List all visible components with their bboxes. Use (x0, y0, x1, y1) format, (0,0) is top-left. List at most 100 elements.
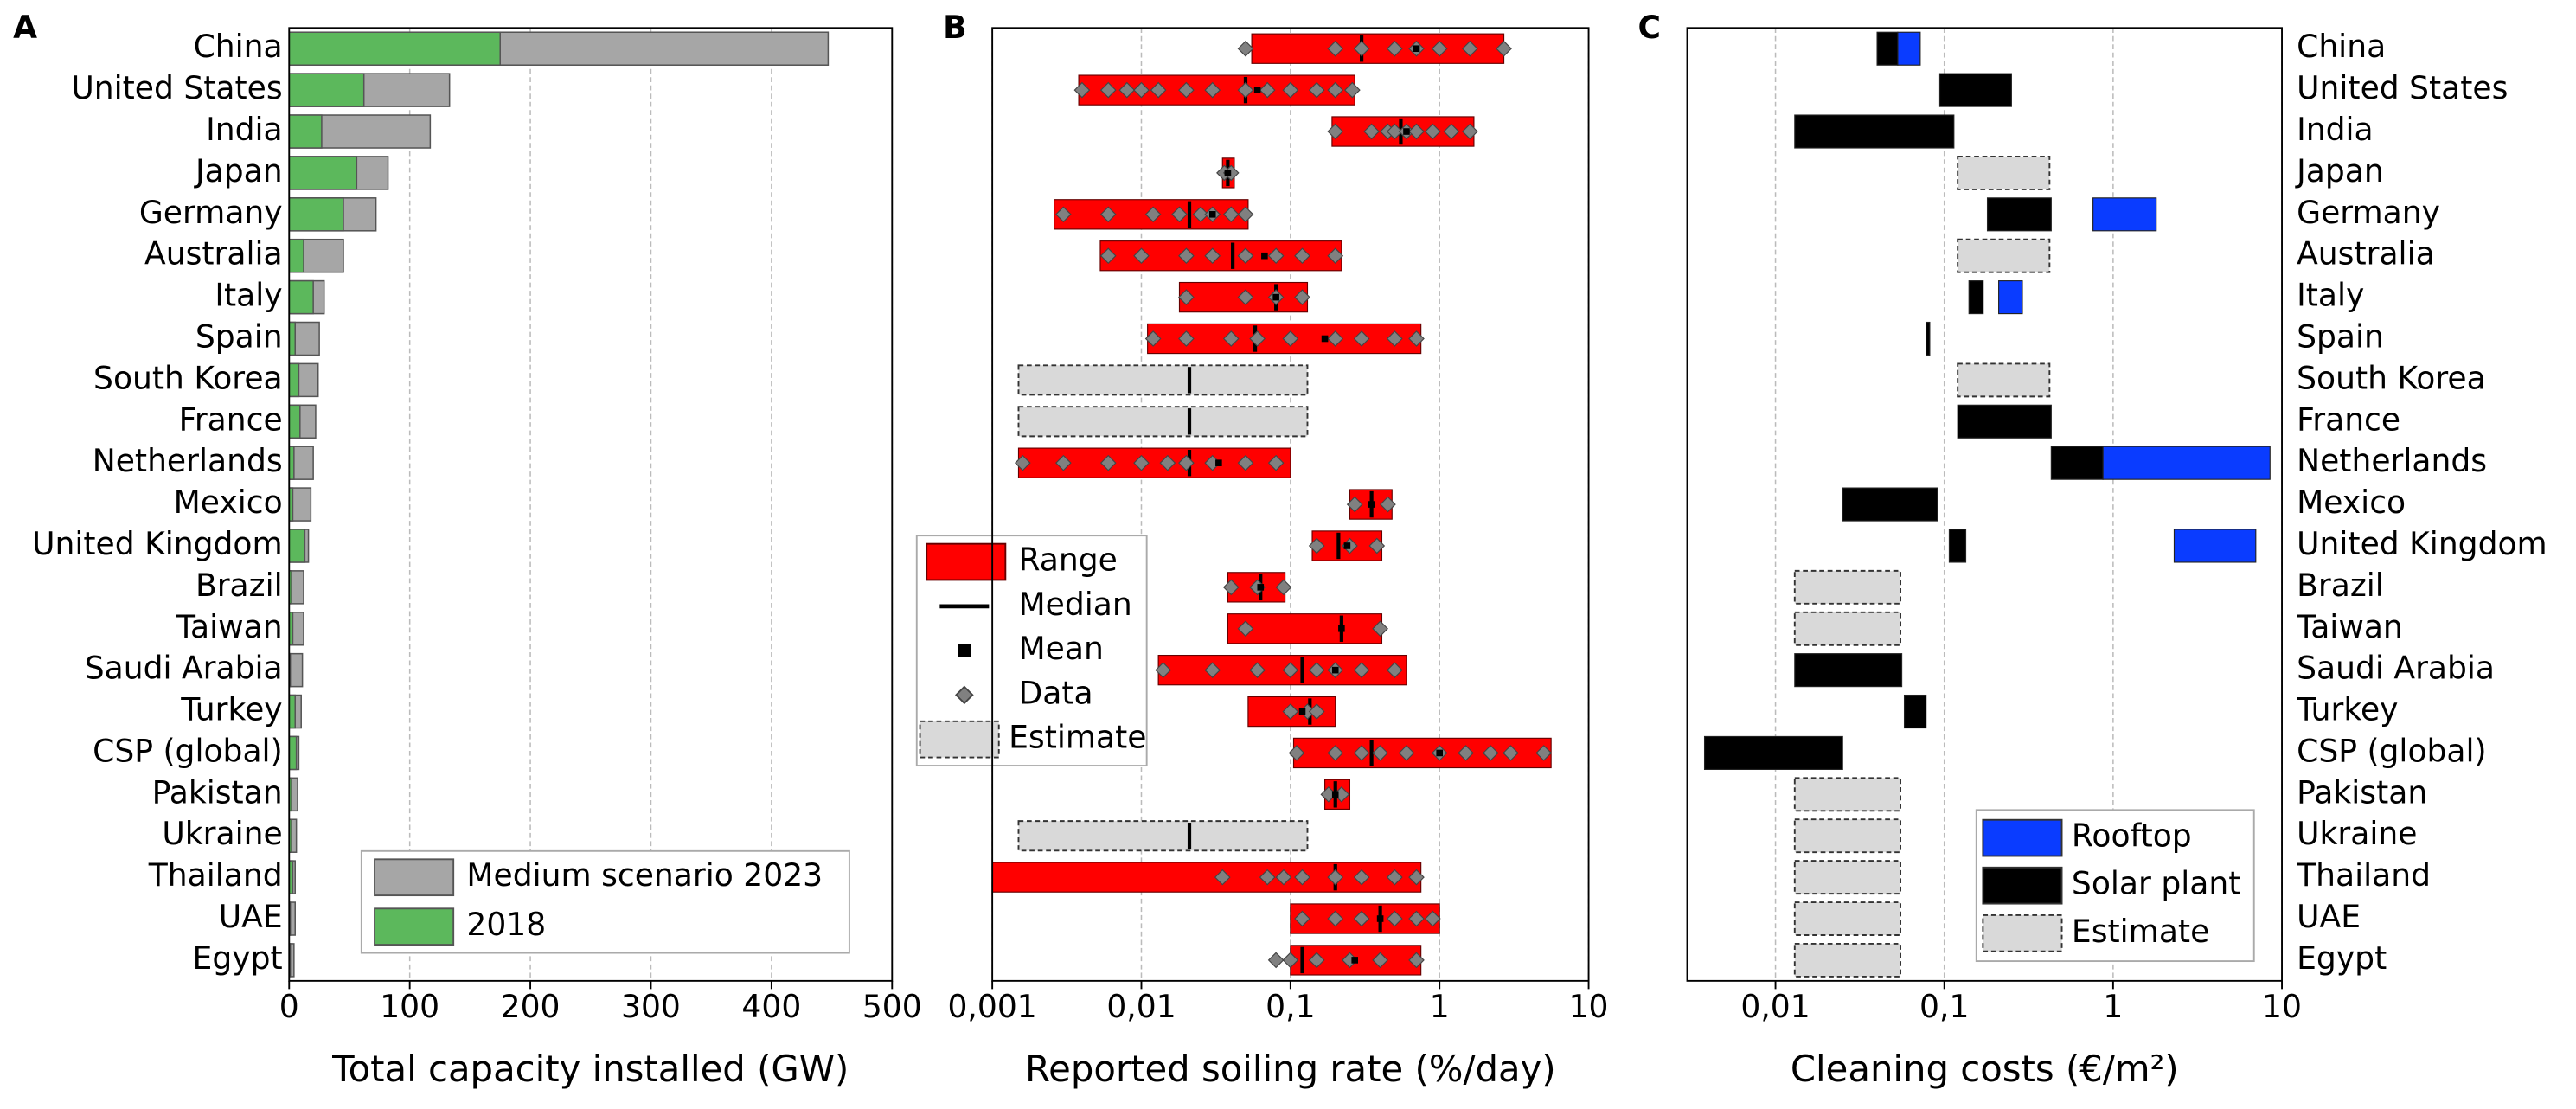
legend-label: Range (1019, 542, 1118, 579)
data-point (1171, 206, 1188, 223)
data-point (1133, 247, 1150, 265)
category-label: United States (71, 70, 282, 106)
data-point (1204, 247, 1221, 265)
legend-label: Estimate (2072, 913, 2209, 950)
data-point (1372, 620, 1388, 638)
data-point (1282, 330, 1299, 347)
data-point (1282, 662, 1299, 679)
data-point (1462, 123, 1478, 140)
mean (1351, 957, 1358, 964)
data-point (1327, 869, 1344, 886)
data-point (1144, 330, 1162, 347)
data-point (1275, 579, 1292, 596)
estimate-range (1017, 364, 1309, 396)
cost-bar (1793, 901, 1901, 936)
mean (1376, 915, 1384, 922)
legend-swatch (958, 644, 971, 657)
bar (288, 362, 300, 398)
data-point (1353, 869, 1370, 886)
x-tick-label: 0,001 (947, 989, 1036, 1025)
category-label: CSP (global) (93, 733, 282, 769)
legend-label: Estimate (1009, 720, 1146, 756)
legend-label: Rooftop (2072, 818, 2192, 855)
data-point (1275, 869, 1292, 886)
bar (288, 652, 304, 688)
data-point (1363, 123, 1380, 140)
category-label: India (2297, 112, 2374, 148)
data-point (1353, 662, 1370, 679)
data-point (1267, 454, 1285, 471)
data-point (1386, 869, 1403, 886)
bar (288, 404, 301, 439)
data-point (1282, 703, 1299, 720)
category-label: Turkey (180, 692, 282, 728)
x-tick-label: 100 (380, 989, 439, 1025)
bar (288, 114, 323, 149)
data-point (1178, 247, 1195, 265)
category-label: Pakistan (2297, 774, 2427, 811)
mean (1261, 252, 1268, 260)
category-label: Spain (2297, 318, 2384, 355)
data-point (1222, 579, 1240, 596)
data-point (1267, 952, 1285, 969)
x-tick-label: 500 (862, 989, 922, 1025)
data-point (1327, 40, 1344, 57)
cost-bar (1793, 777, 1901, 812)
data-point (1249, 330, 1266, 347)
data-point (1159, 454, 1176, 471)
bar (288, 529, 306, 563)
bar (288, 73, 365, 107)
bar (288, 156, 358, 190)
data-point (1118, 81, 1136, 99)
category-label: France (2297, 401, 2400, 438)
data-point (1398, 745, 1415, 761)
x-tick-label: 0,1 (1919, 989, 1969, 1025)
data-point (1353, 40, 1370, 57)
category-label: South Korea (93, 360, 283, 396)
category-label: Netherlands (2297, 443, 2487, 479)
bar (288, 321, 296, 356)
data-point (1424, 910, 1441, 927)
bar (288, 31, 501, 66)
data-point (1353, 910, 1370, 927)
x-tick-label: 400 (741, 989, 801, 1025)
data-point (1249, 662, 1266, 679)
data-point (1327, 247, 1344, 265)
mean (1413, 45, 1420, 53)
data-point (1073, 81, 1091, 99)
cost-bar (1986, 197, 2052, 232)
bar (288, 694, 296, 729)
mean (1403, 128, 1410, 135)
data-point (1055, 454, 1072, 471)
bar (288, 735, 298, 771)
cost-bar (1794, 114, 1955, 149)
data-point (1237, 206, 1254, 223)
data-point (1237, 620, 1254, 638)
data-point (1222, 330, 1240, 347)
cost-bar (1948, 529, 1967, 563)
cost-bar (1998, 280, 2023, 315)
cost-bar (1793, 860, 1901, 895)
category-label: China (194, 29, 283, 65)
legend-label: 2018 (466, 907, 546, 943)
category-label: Spain (195, 318, 283, 355)
data-point (1386, 123, 1403, 140)
data-point (1344, 81, 1361, 99)
category-label: Saudi Arabia (85, 651, 283, 687)
data-point (1178, 289, 1195, 305)
category-label: Egypt (193, 940, 283, 977)
data-point (1237, 247, 1254, 265)
legend-swatch (926, 542, 1007, 581)
mean (1436, 749, 1444, 757)
mean (1331, 666, 1339, 674)
mean (1338, 625, 1345, 632)
data-point (1294, 869, 1310, 886)
category-label: Mexico (2297, 484, 2406, 521)
data-point (1282, 952, 1299, 969)
data-point (1099, 81, 1117, 99)
mean (1224, 170, 1232, 176)
data-point (1014, 454, 1031, 471)
legend-swatch (1982, 818, 2063, 857)
category-label: Japan (2295, 153, 2384, 189)
x-tick-label: 10 (2262, 989, 2302, 1025)
